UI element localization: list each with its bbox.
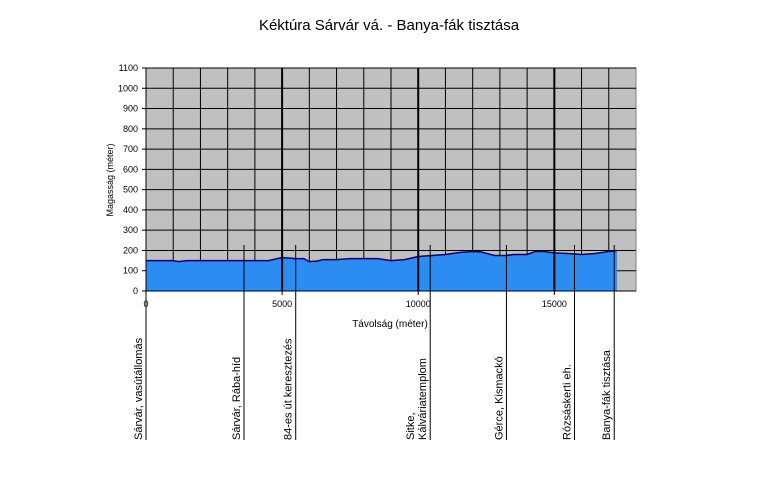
y-tick-label: 100: [123, 266, 138, 276]
y-tick-label: 1000: [118, 83, 138, 93]
place-label: Sitke,: [405, 412, 417, 440]
y-tick-label: 300: [123, 225, 138, 235]
place-label: Sárvár, vasútállomás: [133, 337, 145, 440]
place-label: Sárvár, Rába-híd: [231, 357, 243, 440]
y-tick-label: 500: [123, 185, 138, 195]
y-tick-label: 1100: [119, 63, 138, 73]
y-tick-label: 200: [123, 245, 138, 255]
place-label: Banya-fák tisztása: [601, 349, 613, 440]
place-label: Gérce, Kismackó: [493, 356, 505, 440]
y-tick-label: 900: [123, 104, 138, 114]
y-tick-label: 400: [123, 205, 138, 215]
x-tick-label: 5000: [272, 299, 292, 309]
x-tick-label: 10000: [406, 299, 431, 309]
place-label: Kálváriatemplom: [417, 358, 429, 440]
x-axis-label: Távolság (méter): [352, 319, 428, 330]
chart-title: Kéktúra Sárvár vá. - Banya-fák tisztása: [259, 17, 520, 34]
y-tick-label: 800: [123, 124, 138, 134]
y-axis-label: Magasság (méter): [105, 143, 115, 216]
y-tick-label: 600: [123, 164, 138, 174]
place-label: Rózsáskerti eh.: [561, 364, 573, 440]
y-tick-label: 0: [133, 286, 138, 296]
x-tick-label: 15000: [542, 299, 567, 309]
y-tick-label: 700: [123, 144, 138, 154]
place-label: 84-es út keresztezés: [283, 338, 295, 440]
